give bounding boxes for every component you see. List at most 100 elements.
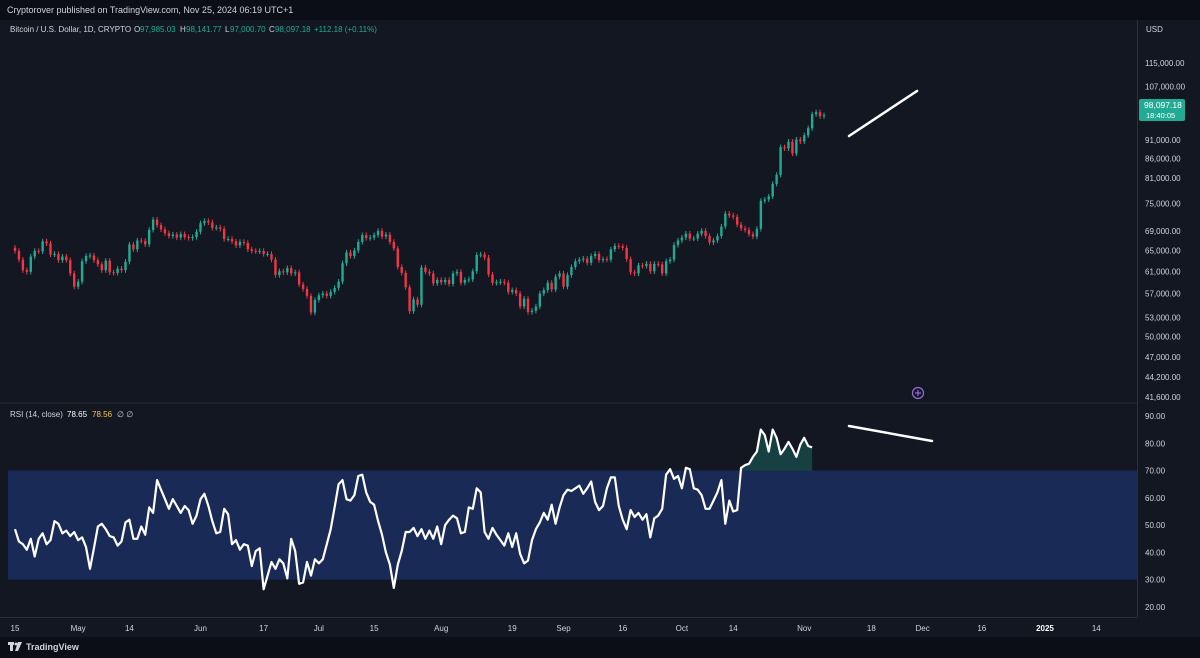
candle — [250, 249, 253, 251]
candle — [546, 282, 549, 291]
candle — [566, 275, 569, 287]
candle — [653, 263, 656, 272]
candle — [633, 272, 636, 274]
rsi-tick-label: 70.00 — [1145, 467, 1166, 476]
candle — [684, 233, 688, 238]
price-pane[interactable] — [0, 20, 1137, 403]
candle — [116, 268, 119, 273]
candle — [226, 238, 230, 240]
candle — [357, 241, 360, 251]
candle — [100, 264, 104, 271]
candle — [597, 253, 601, 261]
candle — [147, 229, 151, 245]
rsi-ma-value: 78.56 — [92, 410, 113, 419]
candle — [195, 231, 198, 238]
candle — [688, 233, 692, 239]
candle — [586, 258, 589, 263]
currency-label[interactable]: USD — [1146, 25, 1163, 34]
candle — [140, 240, 143, 242]
candle — [80, 261, 84, 282]
candle — [230, 238, 234, 242]
candle — [763, 199, 766, 201]
time-tick-label: Dec — [916, 624, 930, 633]
time-tick-label: Jun — [194, 624, 207, 633]
candle — [266, 253, 269, 255]
candle — [522, 298, 526, 307]
candle — [167, 233, 171, 237]
candle — [396, 248, 399, 267]
low-value: 97,000.70 — [230, 25, 266, 34]
candle — [479, 254, 482, 256]
rsi-tick-label: 20.00 — [1145, 603, 1166, 612]
candle — [254, 250, 257, 252]
candle — [814, 112, 818, 115]
candle — [443, 280, 447, 283]
candle — [151, 219, 155, 230]
time-axis[interactable]: 15 May 14 Jun 17 Jul 15 Aug 19 Sep 16 Oct 14 Nov 18 Dec… — [11, 624, 1102, 633]
rsi-trendline[interactable] — [847, 424, 934, 443]
candle — [664, 261, 668, 274]
candle — [120, 268, 123, 271]
candle — [159, 225, 163, 230]
candle — [735, 216, 739, 225]
candle — [542, 290, 545, 294]
candle — [124, 261, 127, 271]
candle — [203, 220, 206, 224]
candle — [353, 250, 356, 257]
candle — [372, 235, 376, 238]
candle — [345, 252, 348, 264]
open-value: 97,985.03 — [140, 25, 176, 34]
time-tick-label: 17 — [259, 624, 268, 633]
time-tick-label: 19 — [508, 624, 517, 633]
candle — [313, 299, 317, 313]
candle — [716, 236, 719, 241]
price-tick-label: 61,000.00 — [1145, 267, 1181, 276]
candle — [388, 234, 392, 242]
candle — [424, 267, 427, 272]
candle — [282, 271, 285, 273]
candle — [293, 272, 297, 274]
rsi-label: RSI (14, close) — [10, 410, 63, 419]
rsi-axis[interactable]: 90.00 80.00 70.00 60.00 50.00 40.00 30.00 20.00 — [1145, 412, 1166, 612]
candle — [787, 141, 790, 149]
candle — [795, 139, 798, 154]
candle — [503, 281, 506, 283]
tradingview-logo[interactable]: TradingView — [8, 637, 79, 658]
rsi-tick-label: 40.00 — [1145, 548, 1166, 557]
candle — [538, 293, 542, 307]
time-tick-label: Sep — [556, 624, 571, 633]
candle — [810, 114, 814, 129]
candle — [234, 241, 238, 246]
candle — [53, 253, 56, 255]
candle — [518, 293, 522, 307]
candle — [526, 298, 530, 312]
candle — [380, 230, 384, 237]
candle — [459, 271, 463, 283]
candle — [25, 270, 29, 272]
price-trendline[interactable] — [847, 89, 919, 138]
candle — [337, 281, 340, 288]
candle — [128, 244, 131, 262]
candle — [376, 230, 380, 236]
brand-name: TradingView — [26, 642, 79, 652]
rsi-value: 78.65 — [67, 410, 88, 419]
candle — [329, 291, 332, 296]
candle — [384, 234, 388, 237]
candle — [246, 242, 250, 250]
candle — [368, 237, 372, 239]
add-indicator-icon[interactable] — [911, 386, 925, 400]
candle — [112, 272, 115, 274]
price-tick-label: 47,000.00 — [1145, 353, 1181, 362]
high-value: 98,141.77 — [186, 25, 222, 34]
candle — [222, 228, 226, 239]
price-tick-label: 81,000.00 — [1145, 174, 1181, 183]
price-tick-label: 44,200.00 — [1145, 373, 1181, 382]
candle — [578, 259, 581, 262]
candle — [806, 128, 810, 136]
rsi-legend: RSI (14, close) 78.65 78.56 ∅ ∅ — [10, 410, 133, 419]
price-tick-label: 69,000.00 — [1145, 227, 1181, 236]
candle — [108, 260, 111, 273]
price-axis[interactable]: 115,000.00 107,000.00 91,000.00 86,000.00 81… — [1145, 59, 1186, 402]
candle — [45, 241, 48, 244]
chart[interactable]: Bitcoin / U.S. Dollar, 1D, CRYPTO O 97,9… — [0, 20, 1200, 637]
